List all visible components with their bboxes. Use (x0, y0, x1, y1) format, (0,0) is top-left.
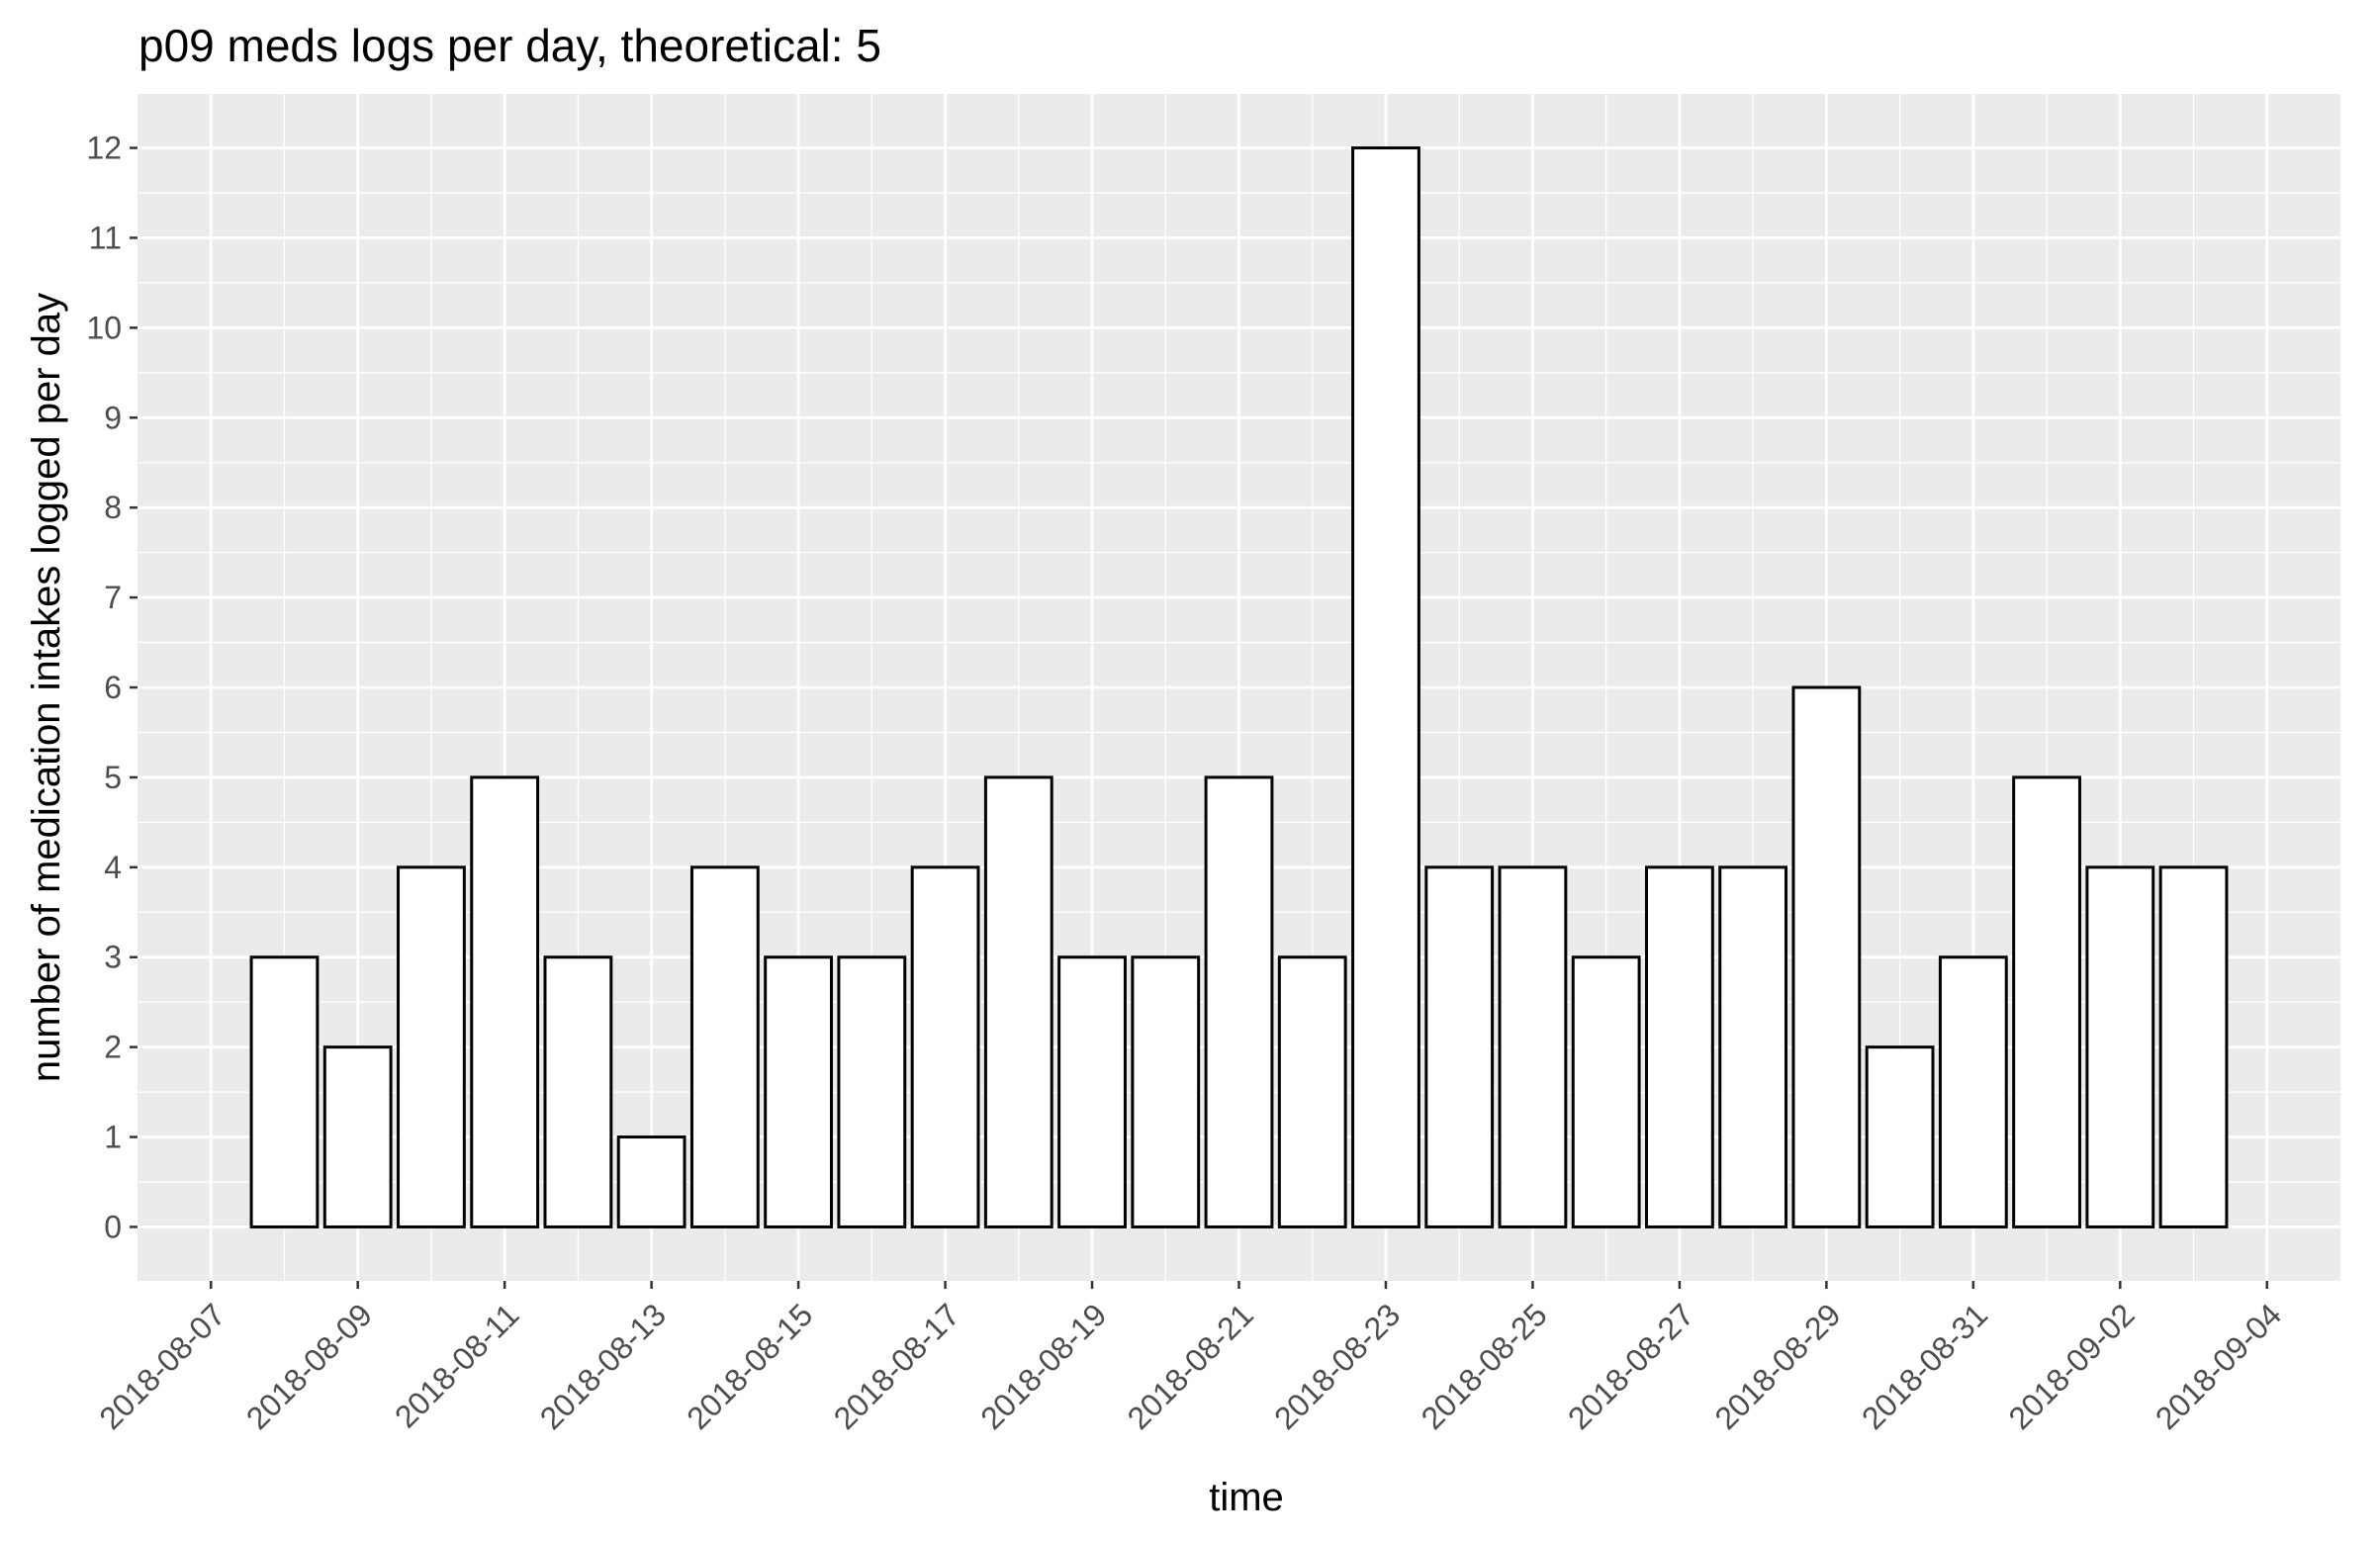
y-tick-label: 6 (104, 670, 122, 705)
bar (689, 865, 760, 1228)
bar (249, 955, 320, 1228)
bar (2012, 775, 2081, 1228)
y-tick-label: 4 (104, 850, 122, 885)
bar (837, 955, 907, 1228)
bar (1571, 955, 1641, 1228)
x-tick-label: 2018-08-19 (973, 1297, 1113, 1436)
bar (1277, 955, 1347, 1228)
y-tick-label: 0 (104, 1209, 122, 1244)
bar (1644, 865, 1714, 1228)
x-axis: 2018-08-07 2018-08-09 2018-08-11 2018-08-13… (92, 1281, 2288, 1436)
x-tick-label: 2018-08-21 (1121, 1297, 1260, 1436)
bar (1204, 775, 1274, 1228)
bar (1131, 955, 1201, 1228)
y-tick-label: 3 (104, 940, 122, 975)
y-tick-label: 8 (104, 490, 122, 525)
bar (1498, 865, 1568, 1228)
chart-title: p09 meds logs per day, theoretical: 5 (138, 20, 881, 71)
x-tick-label: 2018-08-27 (1561, 1297, 1700, 1436)
bar (983, 775, 1053, 1228)
y-tick-label: 5 (104, 760, 122, 795)
bar (616, 1135, 687, 1228)
x-tick-label: 2018-08-23 (1267, 1297, 1407, 1436)
y-tick-label: 1 (104, 1120, 122, 1155)
y-tick-label: 10 (86, 310, 122, 345)
bar (543, 955, 613, 1228)
y-tick-label: 9 (104, 400, 122, 435)
bar (1424, 865, 1495, 1228)
bar (1865, 1045, 1935, 1228)
y-tick-label: 2 (104, 1030, 122, 1065)
bars (249, 146, 2229, 1228)
y-axis-title: number of medication intakes logged per … (25, 293, 68, 1082)
y-tick-label: 7 (104, 580, 122, 615)
bar (470, 775, 540, 1228)
x-tick-label: 2018-08-25 (1415, 1297, 1554, 1436)
bar (1351, 146, 1420, 1228)
bar (1938, 955, 2008, 1228)
x-tick-label: 2018-09-02 (2001, 1297, 2141, 1436)
x-tick-label: 2018-08-07 (92, 1297, 231, 1436)
x-tick-label: 2018-09-04 (2149, 1297, 2288, 1436)
y-tick-label: 12 (86, 131, 122, 166)
x-tick-label: 2018-08-11 (388, 1297, 526, 1435)
x-tick-label: 2018-08-09 (239, 1297, 379, 1436)
x-tick-label: 2018-08-17 (827, 1297, 966, 1436)
bar (1718, 865, 1788, 1228)
bar (2158, 865, 2229, 1228)
x-axis-title: time (1209, 1476, 1284, 1519)
bar (397, 865, 466, 1228)
x-tick-label: 2018-08-29 (1708, 1297, 1848, 1436)
x-tick-label: 2018-08-15 (680, 1297, 819, 1436)
bar (322, 1045, 393, 1228)
bar (910, 865, 980, 1228)
bar (2085, 865, 2155, 1228)
x-tick-label: 2018-08-31 (1855, 1297, 1994, 1436)
x-tick-label: 2018-08-13 (533, 1297, 673, 1436)
bar (764, 955, 834, 1228)
bar (1057, 955, 1127, 1228)
bar (1791, 685, 1862, 1228)
y-tick-label: 11 (89, 220, 122, 255)
